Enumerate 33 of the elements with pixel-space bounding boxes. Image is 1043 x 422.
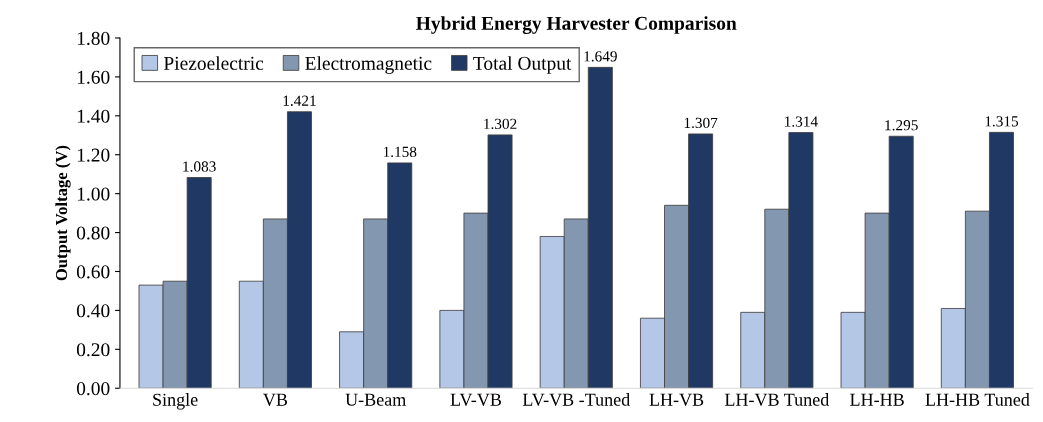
x-tick-label: LH-VB Tuned [724,393,830,406]
y-tick-label: 0.40 [76,304,110,318]
x-tick-label: LH-HB [850,393,904,406]
x-tick-label: U-Beam [345,393,406,406]
data-label: 1.307 [684,117,718,129]
data-label: 1.649 [584,51,617,62]
legend-label: Piezoelectric [163,56,264,70]
chart-title: Hybrid Energy Harvester Comparison [416,16,737,34]
y-tick-label: 1.20 [77,148,110,162]
x-tick-label: LV-VB [450,393,502,406]
x-tick-label: Single [153,393,198,410]
x-tick-label: LV-VB -Tuned [522,393,630,406]
y-tick-label: 0.20 [76,343,110,357]
y-axis-title: Output Voltage (V) [55,145,71,281]
legend-label: Electromagnetic [305,56,432,74]
y-tick-label: 1.40 [77,109,110,123]
y-tick-label: 0.60 [76,265,110,279]
data-label: 1.314 [785,116,818,127]
x-tick-label: LH-VB [649,393,704,406]
y-tick-label: 0.00 [76,382,110,396]
y-tick-label: 1.80 [77,31,110,45]
y-tick-label: 1.00 [77,187,110,201]
data-label: 1.083 [183,161,216,172]
data-label: 1.421 [283,95,316,106]
data-label: 1.315 [985,116,1019,127]
x-tick-label: LH-HB Tuned [925,393,1030,406]
y-tick-label: 0.80 [76,226,110,240]
data-label: 1.158 [383,146,417,158]
legend-label: Total Output [473,56,572,74]
data-label: 1.295 [885,120,918,131]
x-tick-label: VB [263,393,288,406]
y-tick-label: 1.60 [77,70,110,84]
data-label: 1.302 [484,118,517,130]
